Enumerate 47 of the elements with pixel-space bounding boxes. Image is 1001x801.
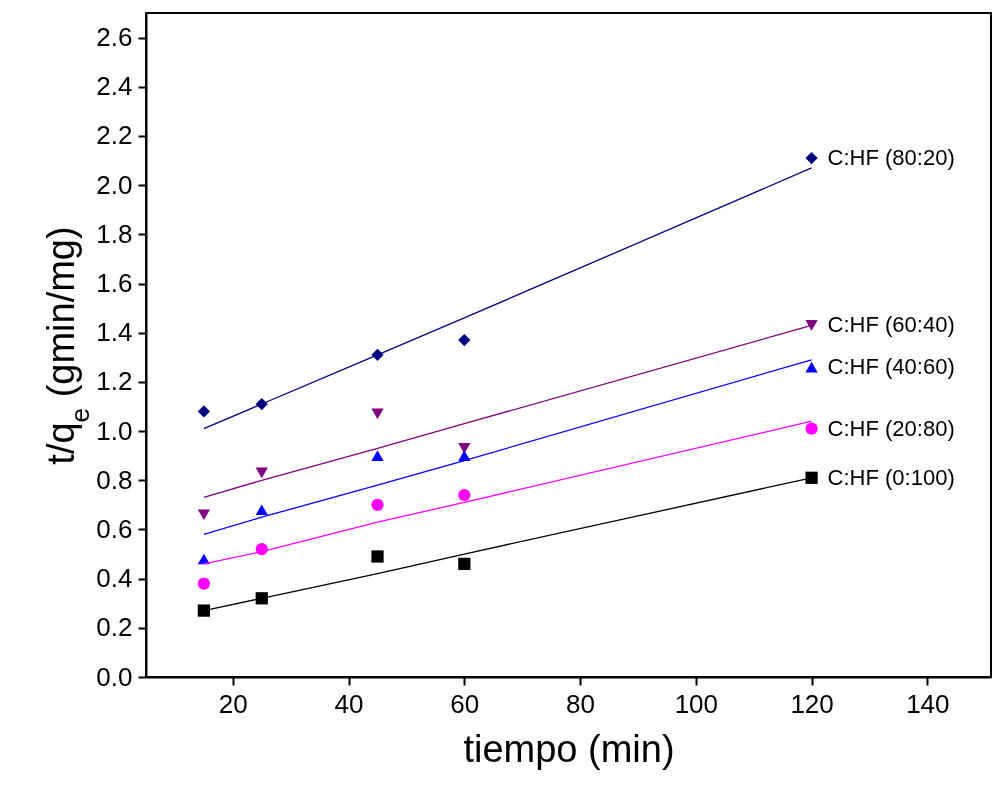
x-axis-title: tiempo (min) [463, 727, 675, 770]
x-tick-label: 20 [218, 688, 248, 719]
x-tick-label: 80 [566, 688, 596, 719]
point [197, 604, 210, 617]
point [805, 422, 818, 435]
x-tick-label: 60 [450, 688, 480, 719]
point [805, 320, 818, 331]
line-series [203, 167, 813, 430]
series-label: C:HF (80:20) [827, 145, 955, 171]
x-tick-label: 100 [674, 688, 719, 719]
point [371, 408, 384, 420]
x-tick-label: 40 [334, 688, 364, 719]
y-tick-label: 2.6 [96, 22, 133, 53]
point [458, 442, 471, 454]
y-tick-label: 1.2 [96, 366, 133, 397]
point [458, 333, 471, 347]
point [805, 471, 818, 484]
y-tick-label: 0.4 [96, 563, 133, 594]
y-tick-label: 2.0 [96, 169, 133, 200]
x-tick-label: 120 [790, 688, 834, 719]
y-tick-label: 1.0 [96, 415, 133, 446]
series-label: C:HF (0:100) [827, 464, 955, 490]
y-tick-label: 1.4 [96, 317, 133, 348]
y-tick-label: 2.2 [96, 120, 133, 151]
y-tick-label: 2.4 [96, 71, 133, 102]
point [255, 467, 268, 479]
point [371, 498, 384, 511]
y-tick-label: 0.2 [96, 612, 133, 643]
point [197, 577, 210, 590]
y-tick-label: 1.8 [96, 218, 133, 249]
point [805, 361, 818, 373]
point [371, 550, 384, 563]
point [805, 151, 818, 165]
y-tick-label: 1.6 [96, 268, 133, 299]
y-tick-label: 0.8 [96, 464, 133, 495]
point [255, 504, 268, 516]
point [371, 450, 384, 461]
series-label: C:HF (60:40) [827, 312, 955, 338]
point [197, 509, 210, 520]
y-tick-label: 0.0 [96, 661, 133, 692]
point [197, 405, 210, 418]
point [458, 557, 471, 570]
point [458, 488, 471, 502]
y-tick-label: 0.6 [96, 513, 133, 544]
x-tick-label: 140 [906, 688, 950, 719]
series-label: C:HF (40:60) [827, 354, 955, 380]
series-label: C:HF (20:80) [827, 415, 955, 441]
